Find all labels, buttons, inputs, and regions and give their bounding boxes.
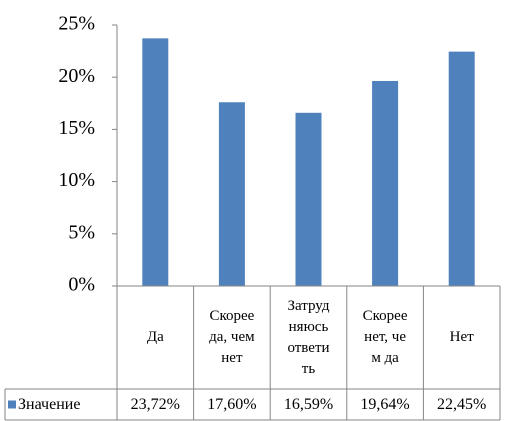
x-category-cell: Скорее да, чем нет [194,286,271,389]
bar [372,80,399,286]
y-tick-label: 20% [58,65,95,87]
table-value: 19,64% [360,396,409,413]
x-tick-label: Да [146,329,164,345]
bar [142,38,169,286]
y-tick-label: 0% [68,274,95,296]
bar [218,102,245,286]
x-category-cell: Скорее нет, чем да [347,286,424,389]
y-tick-label: 15% [58,117,95,139]
y-tick-label: 5% [68,221,95,243]
bar [295,112,322,286]
x-category-cell: Да [117,286,194,389]
y-tick-label: 10% [58,169,95,191]
bar [448,51,475,286]
y-tick-label: 25% [58,13,95,35]
x-tick-label: Скорее нет, чем да [362,308,408,366]
x-tick-label: Затрудняюсь ответить [287,297,330,377]
table-value: 22,45% [437,396,486,413]
table-value: 23,72% [131,396,180,413]
x-category-cell: Нет [423,286,500,389]
table-value: 16,59% [284,396,333,413]
x-tick-label: Нет [449,329,474,345]
x-category-cell: Затрудняюсь ответить [270,286,347,389]
legend-label: Значение [18,396,80,413]
x-tick-label: Скорее да, чем нет [209,308,255,366]
table-value: 17,60% [207,396,256,413]
legend-swatch [8,400,16,409]
